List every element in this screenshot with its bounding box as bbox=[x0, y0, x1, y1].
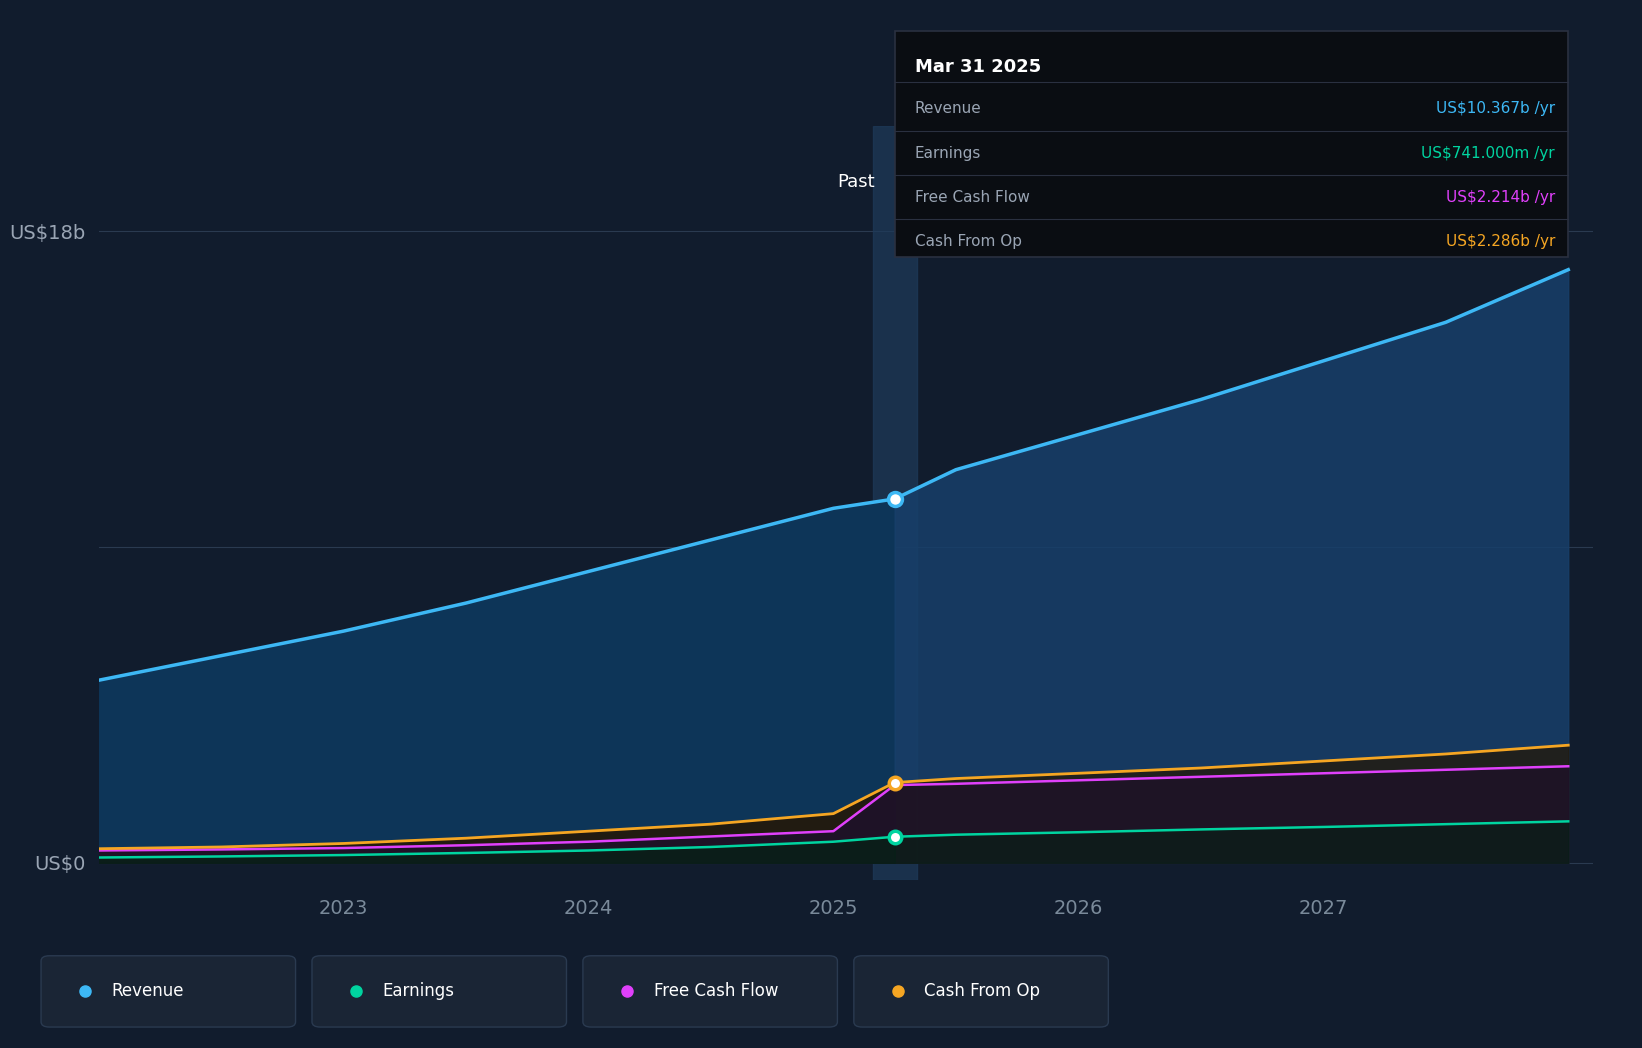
Text: Past: Past bbox=[837, 173, 875, 191]
Text: Revenue: Revenue bbox=[915, 102, 982, 116]
Bar bbox=[872, 126, 916, 880]
Text: US$741.000m /yr: US$741.000m /yr bbox=[1422, 146, 1555, 160]
Text: Analysts Forecasts: Analysts Forecasts bbox=[915, 173, 1082, 191]
Text: Revenue: Revenue bbox=[112, 982, 184, 1001]
Text: Earnings: Earnings bbox=[915, 146, 980, 160]
Text: US$2.286b /yr: US$2.286b /yr bbox=[1445, 234, 1555, 248]
Text: Free Cash Flow: Free Cash Flow bbox=[654, 982, 778, 1001]
Text: Mar 31 2025: Mar 31 2025 bbox=[915, 58, 1041, 75]
Text: US$10.367b /yr: US$10.367b /yr bbox=[1435, 102, 1555, 116]
Text: Earnings: Earnings bbox=[383, 982, 455, 1001]
Text: US$2.214b /yr: US$2.214b /yr bbox=[1445, 190, 1555, 204]
Text: Cash From Op: Cash From Op bbox=[924, 982, 1041, 1001]
Text: Cash From Op: Cash From Op bbox=[915, 234, 1021, 248]
Text: Free Cash Flow: Free Cash Flow bbox=[915, 190, 1030, 204]
